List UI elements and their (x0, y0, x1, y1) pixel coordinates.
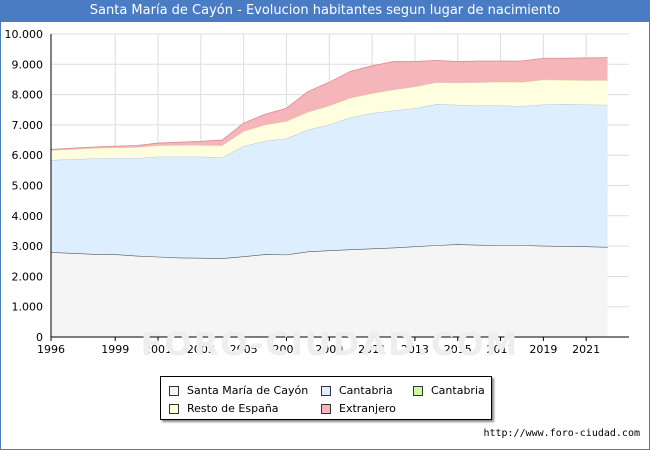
y-tick-label: 3.000 (12, 240, 44, 253)
legend-item-cantabria: Cantabria (321, 384, 393, 397)
legend-item-extranjero: Extranjero (321, 402, 396, 415)
x-tick-label: 2017 (487, 343, 515, 356)
x-tick-label: 2019 (529, 343, 557, 356)
x-tick-label: 1999 (101, 343, 129, 356)
area-series-0 (51, 244, 608, 337)
x-tick-label: 2001 (144, 343, 172, 356)
legend-label: Santa María de Cayón (187, 384, 309, 397)
watermark: FORO-CIUDAD.COM (141, 325, 520, 363)
y-tick-label: 10.000 (5, 28, 44, 41)
x-tick-label: 2005 (230, 343, 258, 356)
x-tick-label: 2003 (187, 343, 215, 356)
legend-swatch (169, 403, 179, 414)
series-line-3 (50, 79, 608, 151)
x-tick-label: 2007 (272, 343, 300, 356)
legend: Santa María de Cayón Cantabria Cantabria… (160, 376, 492, 420)
y-tick-label: 2.000 (12, 270, 44, 283)
x-tick-label: 2011 (358, 343, 386, 356)
area-chart: 0 1.000 2.000 3.000 4.000 5.000 6.000 7.000 8.00… (5, 28, 629, 363)
y-tick-label: 0 (36, 331, 43, 344)
legend-swatch (169, 385, 179, 396)
y-tick-label: 5.000 (12, 180, 44, 193)
source-url[interactable]: http://www.foro-ciudad.com (483, 428, 640, 439)
legend-item-resto-espana: Resto de España (169, 402, 279, 415)
area-series-4 (51, 57, 608, 151)
legend-item-santa-maria: Santa María de Cayón (169, 384, 308, 397)
legend-item-cantabria-other: Cantabria (413, 384, 485, 397)
y-tick-label: 1.000 (12, 301, 44, 314)
chart-title: Santa María de Cayón - Evolucion habitan… (0, 0, 650, 22)
x-tick-label: 2015 (444, 343, 472, 356)
x-tick-label: 2009 (315, 343, 343, 356)
y-tick-label: 6.000 (12, 149, 44, 162)
y-tick-label: 7.000 (12, 119, 44, 132)
x-tick-label: 2013 (401, 343, 429, 356)
legend-swatch (413, 385, 423, 396)
legend-label: Cantabria (339, 384, 393, 397)
y-tick-label: 9.000 (12, 58, 44, 71)
area-series-1 (51, 104, 608, 259)
legend-swatch (321, 403, 331, 414)
x-tick-label: 1996 (37, 343, 65, 356)
legend-label: Extranjero (339, 402, 396, 415)
y-tick-label: 8.000 (12, 89, 44, 102)
series-line-4 (50, 57, 608, 150)
legend-swatch (321, 385, 331, 396)
legend-label: Resto de España (187, 402, 279, 415)
y-tick-label: 4.000 (12, 210, 44, 223)
x-tick-label: 2021 (572, 343, 600, 356)
area-series-3 (51, 79, 608, 161)
legend-label: Cantabria (431, 384, 485, 397)
